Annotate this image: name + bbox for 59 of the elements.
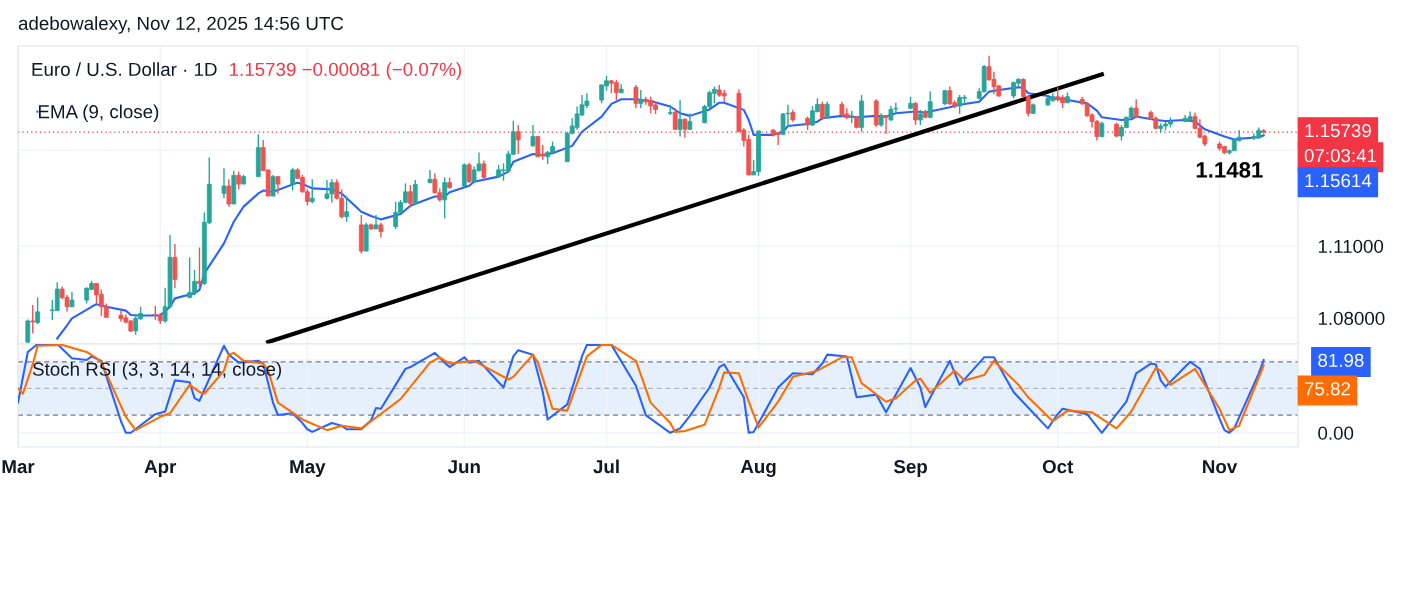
candlestick: [172, 243, 178, 289]
x-tick-label: May: [290, 460, 326, 477]
candlestick: [133, 314, 139, 336]
candlestick: [775, 131, 781, 146]
candlestick: [412, 179, 418, 206]
legend-label: EMA (9, close): [38, 104, 159, 123]
ref-line-label: 1.15739: [1305, 123, 1371, 138]
candlestick: [927, 90, 933, 119]
candlestick: [947, 85, 953, 106]
x-tick-label: Sep: [893, 460, 927, 477]
candlestick: [187, 256, 193, 300]
text: 1.15614: [1305, 173, 1372, 188]
candlestick: [819, 101, 825, 121]
candlestick: [682, 117, 688, 139]
x-tick-label: Jul: [593, 459, 619, 474]
candlestick: [226, 178, 232, 208]
candlestick: [530, 124, 536, 148]
annotation: 75.82: [1304, 382, 1350, 396]
candlestick: [427, 169, 433, 185]
y-tick-label: 1.08000: [1318, 311, 1385, 326]
candlestick: [373, 214, 379, 230]
x-tick-label: Aug: [740, 460, 776, 477]
candlestick: [344, 195, 349, 223]
candlestick: [393, 200, 399, 230]
annotation: 1.1481: [1196, 162, 1263, 178]
candlestick: [270, 174, 276, 197]
candlestick: [913, 101, 918, 126]
y-tick-label: 0.00: [1318, 426, 1354, 440]
y-tick-label: 81.98: [1318, 353, 1364, 367]
candlestick: [35, 296, 40, 325]
x-tick-label: Oct: [1042, 460, 1074, 474]
candlestick: [677, 99, 683, 138]
text: adebowalexy, Nov 12, 2025 14:56 UTC: [18, 16, 344, 34]
candlestick: [1133, 98, 1139, 119]
candlestick: [1251, 132, 1257, 141]
text: 1.15739 −0.00081 (−0.07%): [230, 62, 461, 80]
x-tick-label: Jun: [447, 460, 480, 474]
candlestick: [515, 124, 521, 155]
text: 07:03:41: [1304, 148, 1377, 163]
candlestick: [466, 162, 472, 184]
y-tick-label: 1.11000: [1318, 239, 1384, 254]
candlestick: [221, 167, 227, 199]
candlestick: [461, 162, 467, 187]
text: Euro / U.S. Dollar · 1D: [32, 62, 217, 77]
candlestick: [638, 89, 644, 109]
candlestick: [309, 178, 315, 204]
candlestick: [633, 84, 639, 109]
x-tick-label: Mar: [2, 460, 35, 474]
x-tick-label: Nov: [1203, 460, 1238, 474]
candlestick: [535, 135, 541, 158]
candlestick: [290, 167, 296, 192]
x-tick-label: Apr: [144, 460, 177, 477]
candlestick: [613, 79, 619, 101]
candlestick: [407, 184, 413, 209]
candlestick: [442, 176, 448, 220]
candlestick: [30, 304, 36, 335]
candlestick: [481, 159, 487, 181]
candlestick: [197, 246, 202, 289]
candlestick: [54, 281, 60, 312]
